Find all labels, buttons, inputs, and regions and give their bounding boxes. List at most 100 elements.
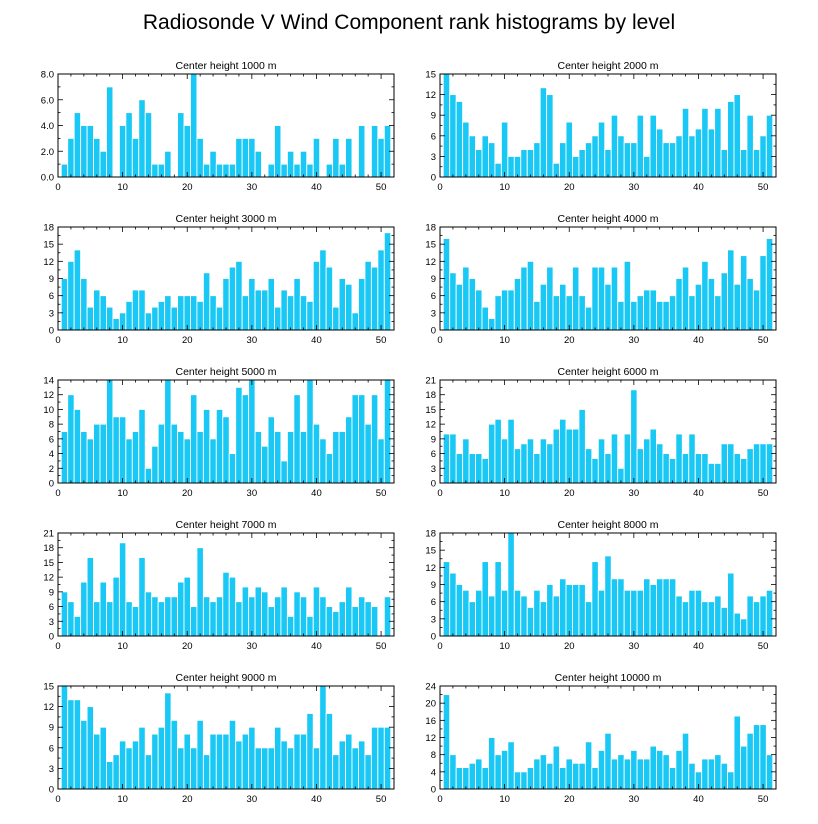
histogram-bar: [67, 394, 75, 484]
histogram-bar: [299, 295, 308, 331]
histogram-bar: [630, 389, 638, 484]
histogram-bar: [338, 601, 346, 637]
x-tick-label: 40: [693, 182, 704, 193]
histogram-bar: [584, 306, 593, 331]
x-tick-label: 50: [376, 641, 387, 652]
histogram-bar: [565, 584, 573, 637]
histogram-bar: [228, 576, 237, 637]
histogram-bar: [228, 163, 237, 178]
histogram-bar: [462, 438, 470, 484]
histogram-bar: [60, 163, 69, 178]
histogram-bar: [332, 611, 340, 637]
histogram-panel: Center height 8000 m 0 10 20 30 40 50 0 3 6 9 12 15 1…: [425, 519, 777, 652]
histogram-bar: [507, 532, 515, 637]
histogram-bar: [533, 758, 541, 790]
y-tick-label: 3: [49, 308, 54, 319]
histogram-bar: [668, 295, 677, 331]
histogram-bar: [662, 578, 670, 637]
histogram-bar: [526, 149, 535, 178]
y-tick-label: 3: [431, 152, 436, 163]
histogram-bar: [449, 272, 457, 331]
y-tick-label: 15: [425, 405, 436, 416]
histogram-bar: [584, 741, 593, 790]
histogram-bar: [73, 408, 82, 484]
x-tick-label: 30: [629, 335, 640, 346]
histogram-bar: [610, 578, 619, 637]
x-tick-label: 50: [758, 794, 769, 805]
histogram-bar: [170, 719, 178, 790]
histogram-bar: [455, 767, 464, 790]
histogram-bar: [138, 408, 146, 484]
y-tick-label: 9: [49, 587, 54, 598]
histogram-bar: [442, 237, 451, 331]
histogram-bar: [73, 249, 82, 331]
histogram-bar: [332, 754, 340, 790]
x-tick-label: 0: [55, 335, 60, 346]
x-tick-label: 20: [182, 794, 193, 805]
histogram-bar: [383, 726, 392, 790]
histogram-bar: [299, 733, 308, 790]
histogram-bar: [746, 448, 754, 484]
histogram-bar: [183, 733, 191, 790]
histogram-bar: [520, 771, 528, 790]
histogram-bar: [500, 121, 509, 178]
histogram-bar: [546, 443, 554, 484]
histogram-panel: Center height 7000 m 0 10 20 30 40 50 0 3 6 9 12 15 1…: [43, 519, 395, 652]
y-tick-label: 10: [43, 405, 54, 416]
histogram-bar: [377, 726, 385, 790]
histogram-bar: [325, 453, 334, 484]
histogram-bar: [131, 740, 140, 790]
y-tick-label: 3: [431, 308, 436, 319]
x-tick-label: 40: [693, 641, 704, 652]
histogram-bar: [591, 561, 599, 637]
histogram-bar: [377, 137, 385, 178]
histogram-bar: [99, 423, 107, 484]
histogram-bar: [681, 266, 690, 331]
histogram-bar: [280, 586, 288, 637]
histogram-bar: [235, 386, 243, 484]
histogram-bar: [351, 606, 359, 637]
histogram-bar: [552, 595, 560, 637]
y-tick-label: 18: [425, 529, 436, 540]
histogram-bar: [591, 767, 599, 790]
histogram-bar: [364, 754, 372, 790]
histogram-bar: [254, 289, 262, 331]
x-tick-label: 10: [117, 182, 128, 193]
y-tick-label: 15: [43, 682, 54, 693]
histogram-bar: [151, 445, 159, 484]
histogram-bar: [293, 591, 301, 637]
histogram-bar: [546, 584, 554, 637]
histogram-bar: [125, 438, 133, 484]
histogram-bar: [345, 416, 353, 484]
histogram-bar: [106, 601, 114, 637]
histogram-bar: [125, 601, 133, 637]
histogram-bar: [151, 306, 159, 331]
histogram-bar: [364, 423, 372, 484]
histogram-panel: Center height 4000 m 0 10 20 30 40 50 0 3 6 9 12 15 1…: [425, 213, 777, 346]
histogram-bar: [293, 733, 301, 790]
y-tick-label: 8: [49, 420, 54, 431]
histogram-bar: [513, 771, 522, 790]
histogram-bar: [681, 601, 690, 637]
histogram-bar: [727, 249, 735, 331]
histogram-bar: [656, 443, 664, 484]
histogram-bar: [358, 596, 366, 637]
histogram-bar: [752, 149, 761, 178]
histogram-bar: [559, 418, 567, 484]
x-tick-label: 30: [629, 488, 640, 499]
histogram-bar: [597, 438, 606, 484]
histogram-bar: [597, 121, 606, 178]
histogram-bar: [254, 150, 262, 178]
histogram-bar: [636, 295, 644, 331]
histogram-bar: [507, 155, 515, 178]
y-tick-label: 6: [49, 602, 54, 613]
histogram-bar: [254, 431, 262, 484]
y-tick-label: 0: [49, 479, 54, 490]
histogram-bar: [688, 589, 696, 637]
histogram-panel: Center height 10000 m 0 10 20 30 40 50 0 4 8 12 16 2…: [425, 672, 777, 805]
histogram-bar: [164, 692, 172, 790]
histogram-bar: [312, 747, 321, 790]
histogram-bar: [520, 595, 528, 637]
x-tick-label: 10: [499, 182, 510, 193]
histogram-bar: [131, 606, 140, 637]
